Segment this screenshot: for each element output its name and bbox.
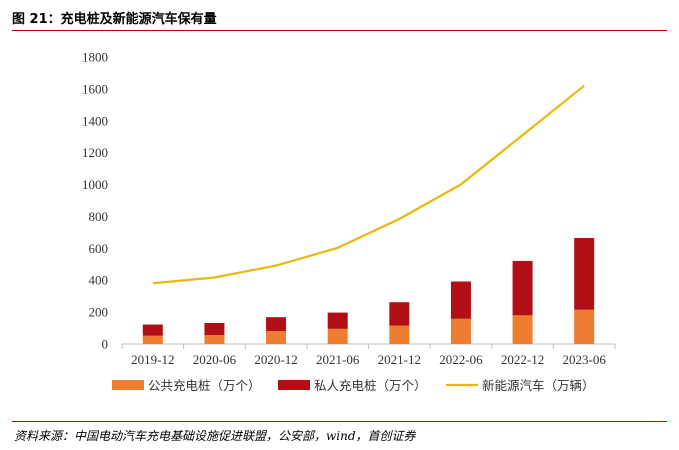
- bar-public-charger: [266, 331, 287, 344]
- bar-private-charger: [574, 237, 595, 310]
- bar-private-charger: [266, 317, 287, 332]
- legend-swatch: [112, 380, 144, 390]
- bar-private-charger: [450, 281, 471, 319]
- bar-public-charger: [327, 328, 348, 344]
- chart: 0 200 400 600 800 1000 1200 1400 1600 1800 2019-1…: [82, 50, 616, 393]
- legend: 公共充电桩（万个） 私人充电桩（万个） 新能源汽车（万辆）: [112, 378, 595, 393]
- bar-public-charger: [450, 318, 471, 344]
- figure-title: 图 21：充电桩及新能源汽车保有量: [12, 12, 217, 27]
- bar-public-charger: [512, 315, 533, 344]
- y-tick-label: 600: [89, 241, 109, 256]
- x-tick-label: 2023-06: [563, 352, 607, 367]
- y-tick-label: 1400: [82, 113, 108, 128]
- title-divider: [12, 30, 667, 31]
- line-series: [152, 84, 585, 285]
- bar-private-charger: [512, 260, 533, 316]
- y-tick-label: 1800: [82, 50, 108, 65]
- bar-private-charger: [204, 322, 225, 336]
- y-tick-label: 0: [102, 337, 109, 352]
- y-tick-label: 1600: [82, 81, 108, 96]
- bar-private-charger: [327, 312, 348, 329]
- y-tick-label: 1000: [82, 177, 108, 192]
- y-axis: 0 200 400 600 800 1000 1200 1400 1600 1800: [82, 50, 108, 352]
- legend-label: 私人充电桩（万个）: [314, 378, 427, 393]
- bar-private-charger: [142, 324, 163, 336]
- bar-series: [142, 237, 595, 344]
- y-tick-label: 400: [89, 273, 109, 288]
- legend-label: 新能源汽车（万辆）: [482, 378, 595, 393]
- y-tick-label: 800: [89, 209, 109, 224]
- bar-private-charger: [389, 302, 410, 326]
- legend-swatch: [278, 380, 310, 390]
- x-tick-label: 2019-12: [131, 352, 174, 367]
- x-tick-label: 2021-06: [316, 352, 360, 367]
- source-divider: [12, 421, 667, 422]
- x-tick-label: 2022-06: [439, 352, 483, 367]
- x-tick-label: 2021-12: [378, 352, 421, 367]
- y-tick-label: 1200: [82, 145, 108, 160]
- x-tick-label: 2022-12: [501, 352, 544, 367]
- bar-public-charger: [204, 335, 225, 344]
- y-tick-label: 200: [89, 305, 109, 320]
- x-tick-label: 2020-06: [193, 352, 237, 367]
- bar-public-charger: [389, 325, 410, 344]
- bar-public-charger: [142, 335, 163, 344]
- x-tick-label: 2020-12: [254, 352, 297, 367]
- bar-public-charger: [574, 309, 595, 344]
- x-axis: 2019-12 2020-06 2020-12 2021-06 2021-12 2022-…: [121, 343, 616, 367]
- source-note: 资料来源：中国电动汽车充电基础设施促进联盟，公安部，wind，首创证券: [14, 429, 416, 443]
- line-nev: [152, 84, 585, 285]
- legend-label: 公共充电桩（万个）: [148, 378, 261, 393]
